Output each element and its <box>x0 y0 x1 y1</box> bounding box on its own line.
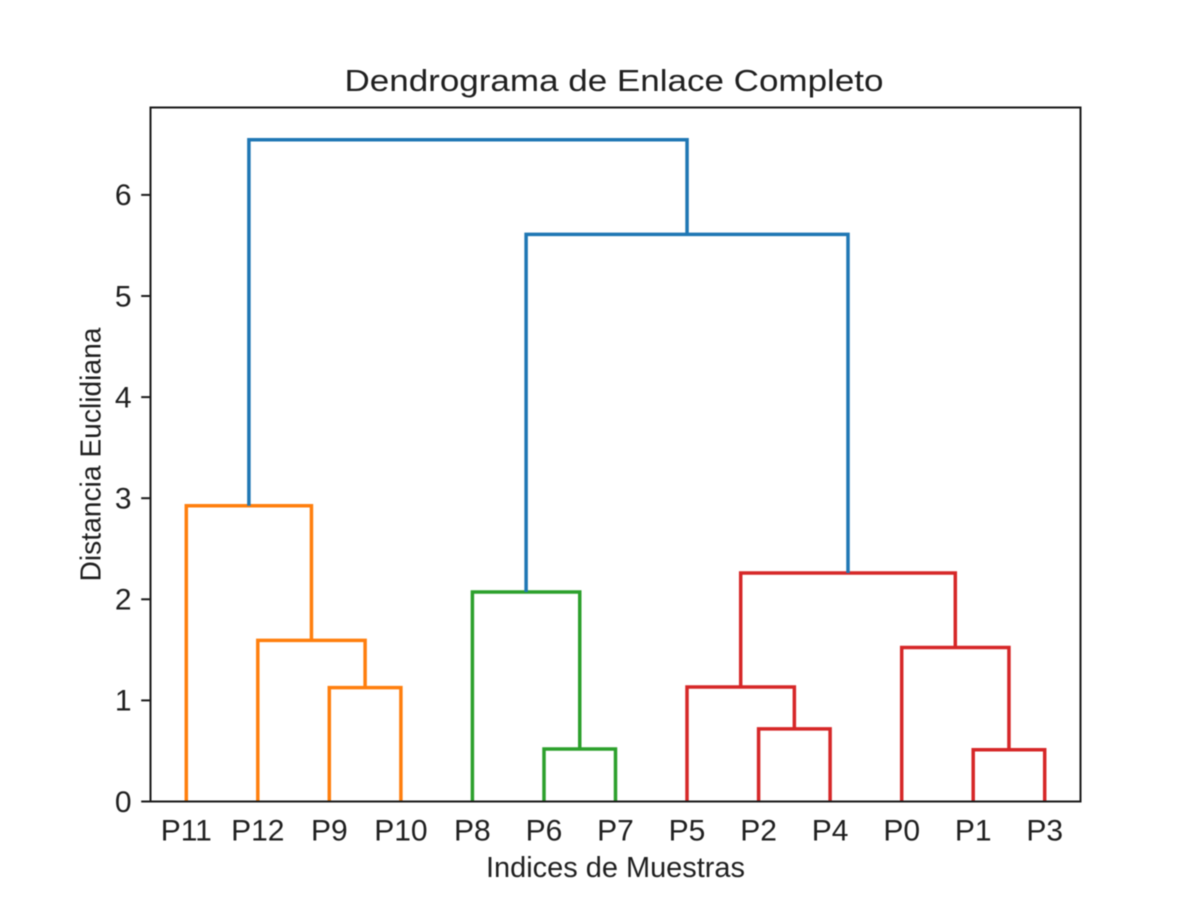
svg-text:P6: P6 <box>526 815 563 848</box>
svg-text:6: 6 <box>115 179 132 212</box>
svg-text:P0: P0 <box>883 815 920 848</box>
svg-text:3: 3 <box>115 483 132 516</box>
svg-text:Distancia Euclidiana: Distancia Euclidiana <box>76 327 108 582</box>
svg-text:1: 1 <box>115 685 132 718</box>
svg-text:P11: P11 <box>161 815 212 848</box>
svg-text:Indices de Muestras: Indices de Muestras <box>486 852 745 884</box>
svg-text:P3: P3 <box>1026 815 1063 848</box>
svg-text:0: 0 <box>115 786 132 819</box>
svg-text:5: 5 <box>115 280 132 313</box>
svg-text:4: 4 <box>115 381 132 414</box>
svg-text:Dendrograma de Enlace Completo: Dendrograma de Enlace Completo <box>345 63 884 98</box>
svg-text:P10: P10 <box>374 815 427 848</box>
svg-text:P1: P1 <box>955 815 992 848</box>
svg-text:P5: P5 <box>669 815 706 848</box>
svg-text:2: 2 <box>115 584 132 617</box>
svg-text:P9: P9 <box>311 815 348 848</box>
svg-text:P4: P4 <box>812 815 849 848</box>
svg-text:P7: P7 <box>597 815 634 848</box>
svg-text:P2: P2 <box>740 815 777 848</box>
svg-text:P8: P8 <box>454 815 491 848</box>
svg-text:P12: P12 <box>231 815 284 848</box>
